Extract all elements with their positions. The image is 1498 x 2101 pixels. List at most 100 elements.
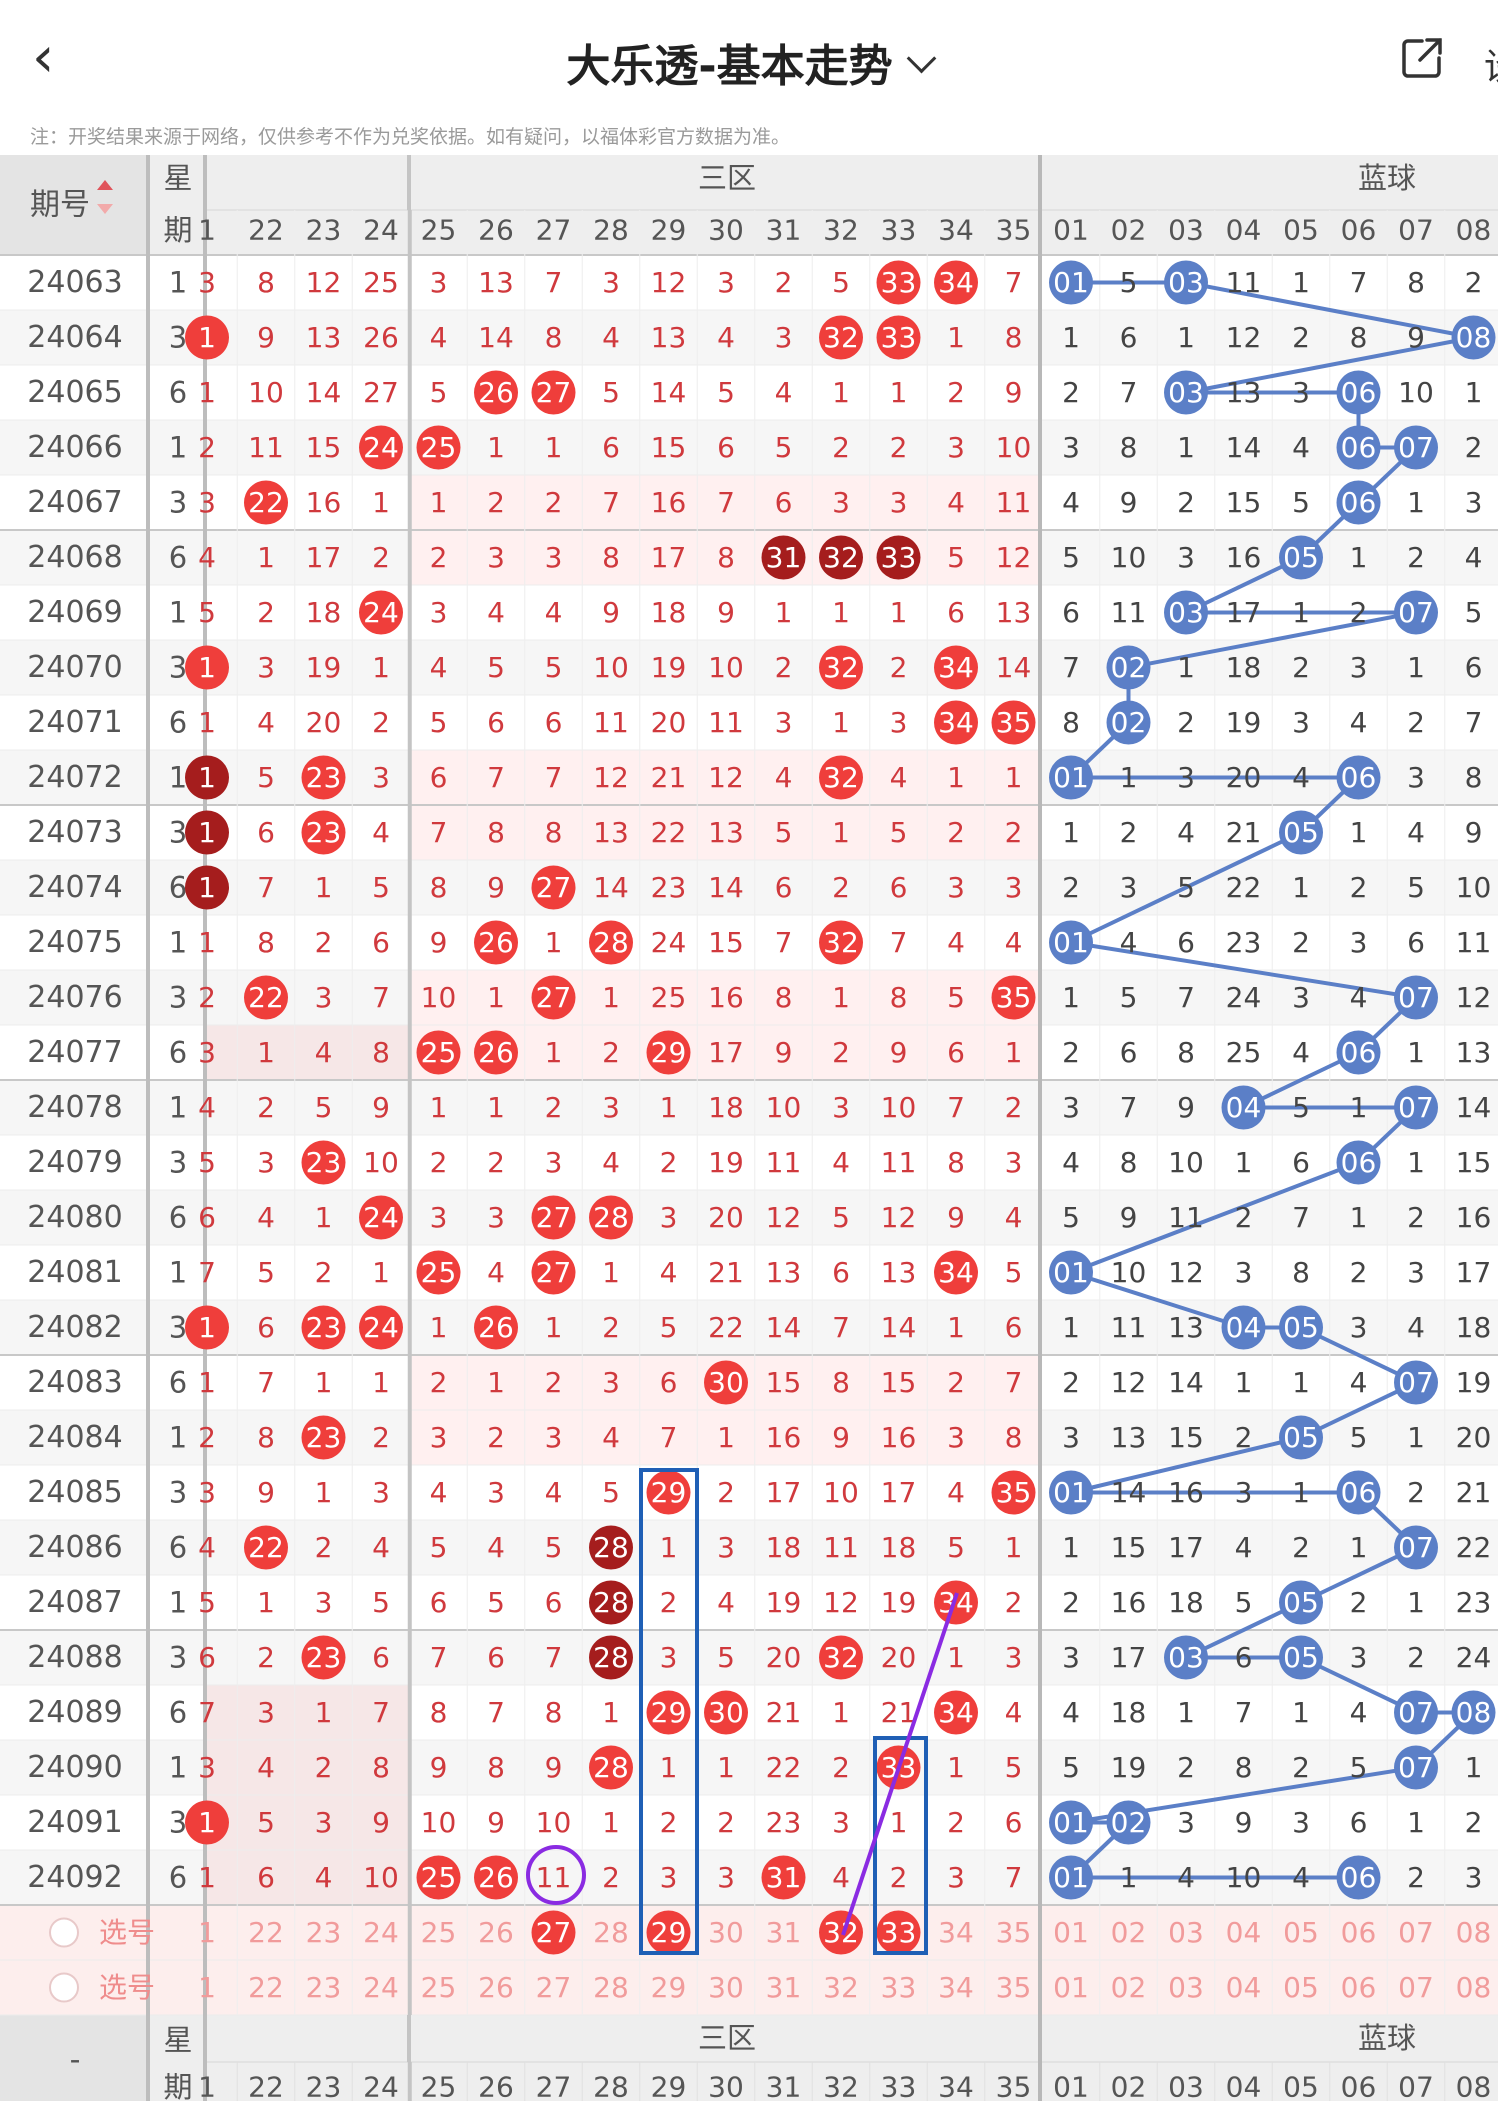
select-blue-number[interactable]: 01: [1053, 1971, 1089, 2004]
sort-icon[interactable]: [97, 180, 113, 190]
blue-ball-number: 01: [1053, 926, 1089, 959]
miss-count: 1: [372, 1366, 390, 1399]
miss-count: 11: [593, 706, 629, 739]
miss-count: 6: [257, 816, 275, 849]
select-number[interactable]: 34: [938, 1916, 974, 1949]
select-number[interactable]: 30: [708, 1916, 744, 1949]
select-label[interactable]: 选号: [99, 1916, 155, 1949]
select-number[interactable]: 24: [363, 1971, 399, 2004]
miss-count: 9: [430, 1751, 448, 1784]
red-ball: [589, 1525, 633, 1570]
miss-count: 8: [487, 1751, 505, 1784]
select-number[interactable]: 25: [421, 1916, 457, 1949]
select-blue-number[interactable]: 07: [1398, 1916, 1434, 1949]
select-blue-number[interactable]: 05: [1283, 1916, 1319, 1949]
select-blue-number[interactable]: 01: [1053, 1916, 1089, 1949]
select-number[interactable]: 22: [248, 1916, 284, 1949]
issue-number: 24087: [27, 1585, 122, 1620]
select-number[interactable]: 23: [306, 1916, 342, 1949]
select-number[interactable]: 28: [593, 1916, 629, 1949]
red-ball-number: 32: [823, 321, 859, 354]
select-number[interactable]: 22: [248, 1971, 284, 2004]
miss-count: 14: [593, 871, 629, 904]
blue-ball-number: 04: [1226, 1311, 1262, 1344]
picked-ball[interactable]: [876, 1910, 921, 1955]
select-label[interactable]: 选号: [99, 1971, 155, 2004]
issue-header[interactable]: 期号: [30, 188, 90, 223]
select-number[interactable]: 25: [421, 1971, 457, 2004]
select-number[interactable]: 35: [996, 1916, 1032, 1949]
miss-count: 7: [775, 926, 793, 959]
select-blue-number[interactable]: 03: [1168, 1916, 1204, 1949]
miss-count: 1: [890, 1806, 908, 1839]
select-number[interactable]: 27: [536, 1971, 572, 2004]
page-title[interactable]: 大乐透-基本走势: [0, 30, 1498, 94]
select-number[interactable]: 1: [198, 1971, 216, 2004]
miss-count: 2: [890, 431, 908, 464]
red-ball-number: 1: [198, 1806, 216, 1839]
select-number[interactable]: 26: [478, 1971, 514, 2004]
select-blue-number[interactable]: 03: [1168, 1971, 1204, 2004]
table-footer-bg: [0, 2015, 1498, 2101]
blue-miss-count: 24: [1226, 981, 1262, 1014]
blue-miss-count: 2: [1350, 1586, 1368, 1619]
issue-number: 24090: [27, 1750, 122, 1785]
select-blue-number[interactable]: 08: [1456, 1916, 1492, 1949]
miss-count: 1: [1005, 761, 1023, 794]
select-number[interactable]: 31: [766, 1916, 802, 1949]
blue-miss-count: 2: [1062, 376, 1080, 409]
select-number[interactable]: 23: [306, 1971, 342, 2004]
select-radio[interactable]: [49, 1972, 79, 2003]
picked-ball-number[interactable]: 32: [823, 1916, 859, 1949]
blue-miss-count: 13: [1111, 1421, 1147, 1454]
select-number[interactable]: 24: [363, 1916, 399, 1949]
select-blue-number[interactable]: 04: [1226, 1971, 1262, 2004]
miss-count: 8: [257, 266, 275, 299]
select-blue-number[interactable]: 08: [1456, 1971, 1492, 2004]
miss-count: 8: [372, 1036, 390, 1069]
front-col-header: 25: [421, 214, 457, 247]
picked-ball[interactable]: [646, 1910, 691, 1955]
select-blue-number[interactable]: 02: [1111, 1971, 1147, 2004]
select-blue-number[interactable]: 07: [1398, 1971, 1434, 2004]
blue-miss-count: 1: [1292, 266, 1310, 299]
select-number[interactable]: 28: [593, 1971, 629, 2004]
select-number[interactable]: 32: [823, 1971, 859, 2004]
back-button[interactable]: ‹: [32, 25, 55, 90]
miss-count: 5: [430, 376, 448, 409]
select-number[interactable]: 33: [881, 1971, 917, 2004]
sort-icon[interactable]: [97, 204, 113, 214]
miss-count: 4: [372, 816, 390, 849]
select-number[interactable]: 29: [651, 1971, 687, 2004]
issue-number: 24091: [27, 1805, 122, 1840]
picked-ball-number[interactable]: 27: [536, 1916, 572, 1949]
share-icon[interactable]: [1400, 36, 1444, 80]
select-blue-number[interactable]: 05: [1283, 1971, 1319, 2004]
select-number[interactable]: 30: [708, 1971, 744, 2004]
select-blue-number[interactable]: 06: [1341, 1916, 1377, 1949]
red-ball-number: 24: [363, 1311, 399, 1344]
select-blue-number[interactable]: 02: [1111, 1916, 1147, 1949]
miss-count: 15: [708, 926, 744, 959]
select-number[interactable]: 31: [766, 1971, 802, 2004]
picked-ball-number[interactable]: 33: [881, 1916, 917, 1949]
blue-ball: [1164, 1635, 1208, 1680]
miss-count: 6: [372, 926, 390, 959]
picked-ball[interactable]: [531, 1910, 576, 1955]
miss-count: 6: [257, 1861, 275, 1894]
select-radio[interactable]: [49, 1917, 79, 1948]
picked-ball-number[interactable]: 29: [651, 1916, 687, 1949]
select-number[interactable]: 1: [198, 1916, 216, 1949]
miss-count: 3: [198, 486, 216, 519]
select-number[interactable]: 26: [478, 1916, 514, 1949]
picked-ball[interactable]: [819, 1910, 863, 1955]
select-blue-number[interactable]: 04: [1226, 1916, 1262, 1949]
select-number[interactable]: 34: [938, 1971, 974, 2004]
red-ball: [244, 1525, 288, 1570]
header-cut-text[interactable]: 设: [1484, 38, 1498, 90]
blue-miss-count: 2: [1177, 486, 1195, 519]
week-value: 1: [169, 1751, 187, 1785]
select-blue-number[interactable]: 06: [1341, 1971, 1377, 2004]
select-number[interactable]: 35: [996, 1971, 1032, 2004]
miss-count: 4: [890, 761, 908, 794]
